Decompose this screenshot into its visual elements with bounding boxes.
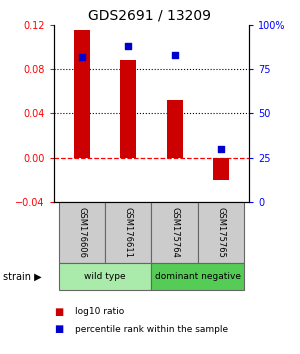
Text: ■: ■ bbox=[54, 324, 63, 334]
Bar bbox=[105, 202, 152, 263]
Point bbox=[219, 146, 224, 152]
Text: GSM175764: GSM175764 bbox=[170, 207, 179, 258]
Text: GSM175765: GSM175765 bbox=[217, 207, 226, 258]
Bar bbox=[198, 202, 244, 263]
Text: log10 ratio: log10 ratio bbox=[75, 307, 124, 316]
Bar bbox=[213, 158, 229, 179]
Bar bbox=[120, 60, 136, 158]
Bar bbox=[58, 263, 152, 290]
Text: strain ▶: strain ▶ bbox=[3, 272, 42, 281]
Text: GSM176611: GSM176611 bbox=[124, 207, 133, 258]
Text: wild type: wild type bbox=[84, 272, 126, 281]
Point bbox=[80, 54, 84, 59]
Point bbox=[172, 52, 177, 58]
Bar bbox=[152, 263, 244, 290]
Text: GDS2691 / 13209: GDS2691 / 13209 bbox=[88, 9, 212, 23]
Point bbox=[126, 43, 131, 49]
Text: GSM176606: GSM176606 bbox=[77, 207, 86, 258]
Text: percentile rank within the sample: percentile rank within the sample bbox=[75, 325, 228, 334]
Bar bbox=[74, 30, 90, 158]
Bar bbox=[152, 202, 198, 263]
Text: ■: ■ bbox=[54, 307, 63, 316]
Bar bbox=[167, 100, 183, 158]
Text: dominant negative: dominant negative bbox=[155, 272, 241, 281]
Bar bbox=[58, 202, 105, 263]
